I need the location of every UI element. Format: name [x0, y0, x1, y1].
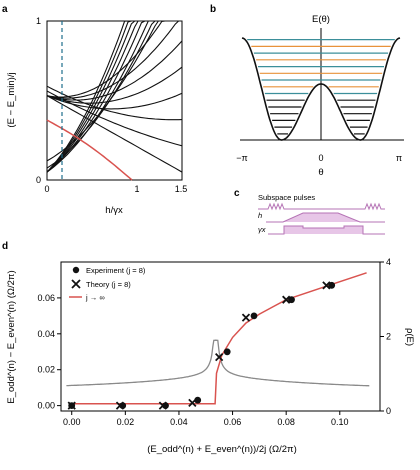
panel-c-gamma-pulse [268, 225, 385, 235]
theory-point [322, 281, 331, 290]
panel-b-title: E(θ) [312, 14, 330, 25]
panel-a-level-line [46, 20, 182, 98]
panel-d-xticks: 0.00 0.02 0.04 0.06 0.08 0.10 [63, 411, 349, 427]
panel-d-xtick-label: 0.08 [277, 417, 295, 427]
panel-b-xtick-neg-pi: −π [236, 153, 247, 163]
panel-d-xtick-label: 0.10 [331, 417, 349, 427]
theory-point [241, 313, 251, 322]
panel-d-legend: Experiment (j = 8) Theory (j = 8) j → ∞ [69, 266, 146, 302]
panel-a-label: a [2, 4, 8, 15]
panel-a-ytick-0: 0 [36, 175, 41, 185]
panel-b-levels [247, 38, 395, 135]
panel-a-level-line [46, 66, 183, 104]
panel-c-subspace-pulse-trace [258, 202, 385, 211]
panel-d: 0.00 0.02 0.04 0.06 0.08 0.10 0.000.020.040.0… [6, 257, 415, 455]
panel-d-xtick-label: 0.04 [170, 417, 188, 427]
panel-b-xtick-zero: 0 [318, 153, 323, 163]
panel-a-frame [46, 20, 183, 181]
panel-b: E(θ) −π 0 π θ [236, 14, 404, 178]
panel-a-level-line [46, 95, 183, 173]
panel-a-ylabel: (E − E_min)/j [6, 72, 17, 127]
panel-d-xtick-label: 0.00 [63, 417, 81, 427]
panel-d-yticks-right: 0 2 4 [380, 257, 391, 416]
panel-c-label: c [234, 188, 240, 199]
theory-point [188, 398, 197, 408]
panel-d-ylabel-left: E_odd^(n) − E_even^(n) (Ω/2π) [6, 270, 17, 403]
theory-point [158, 401, 168, 410]
panel-c-h-pulse [266, 212, 385, 223]
panel-a-level-line [46, 85, 183, 121]
experiment-point [328, 281, 336, 289]
panel-a-level-line [46, 92, 183, 110]
panel-c: Subspace pulses h γx [258, 193, 385, 235]
panel-a-ground-track [46, 119, 133, 181]
legend-experiment: Experiment (j = 8) [86, 266, 146, 275]
panel-a-level-line [46, 20, 182, 99]
theory-point [215, 353, 224, 362]
series-j-infinity-line [71, 272, 367, 405]
theory-point [282, 295, 291, 304]
panel-c-title: Subspace pulses [258, 193, 315, 202]
panel-d-ylabel-right: ρ(E) [404, 328, 415, 346]
legend-jinf: j → ∞ [85, 293, 105, 302]
panel-a-xtick-0: 0 [44, 184, 49, 194]
panel-d-density-curve [66, 339, 370, 387]
panel-c-row-gamma: γx [258, 225, 266, 234]
panel-b-xtick-pi: π [396, 153, 402, 163]
panel-a-xtick-2: 1.5 [175, 184, 188, 194]
panel-d-ytick-right-label: 2 [386, 332, 391, 342]
panel-a-ytick-1: 1 [36, 16, 41, 26]
panel-d-series [67, 272, 367, 410]
theory-point [67, 401, 76, 410]
experiment-point [194, 396, 202, 404]
panel-d-ytick-right-label: 0 [386, 406, 391, 416]
panel-d-ytick-left-label: 0.06 [37, 293, 55, 303]
panel-b-double-well [241, 37, 401, 141]
panel-b-label: b [210, 4, 216, 15]
panel-a-xlabel: h/γx [105, 205, 123, 216]
panel-d-yticks-left: 0.00 0.02 0.04 0.06 [37, 293, 61, 411]
experiment-point [223, 348, 231, 356]
panel-a-xtick-1: 1 [134, 184, 139, 194]
panel-a-energy-levels [46, 20, 183, 181]
panel-d-xlabel: (E_odd^(n) + E_even^(n))/2j (Ω/2π) [147, 444, 297, 455]
legend-circle-marker [72, 266, 80, 274]
panel-d-xtick-label: 0.06 [224, 417, 242, 427]
panel-d-ytick-left-label: 0.00 [37, 401, 55, 411]
panel-c-row-h: h [258, 211, 262, 220]
panel-b-xlabel: θ [318, 167, 323, 178]
legend-theory: Theory (j = 8) [86, 280, 131, 289]
panel-d-ytick-left-label: 0.02 [37, 365, 55, 375]
panel-d-xtick-label: 0.02 [117, 417, 135, 427]
panel-a: 1 0 0 1 1.5 h/γx (E − E_min)/j [6, 16, 187, 216]
experiment-point [250, 312, 258, 320]
theory-point [115, 401, 125, 410]
panel-a-level-line [46, 20, 182, 173]
legend-cross-marker [71, 279, 81, 289]
panel-d-label: d [2, 241, 8, 252]
experiment-point [288, 296, 295, 304]
panel-d-ytick-right-label: 4 [386, 257, 391, 267]
panel-d-ytick-left-label: 0.04 [37, 329, 55, 339]
